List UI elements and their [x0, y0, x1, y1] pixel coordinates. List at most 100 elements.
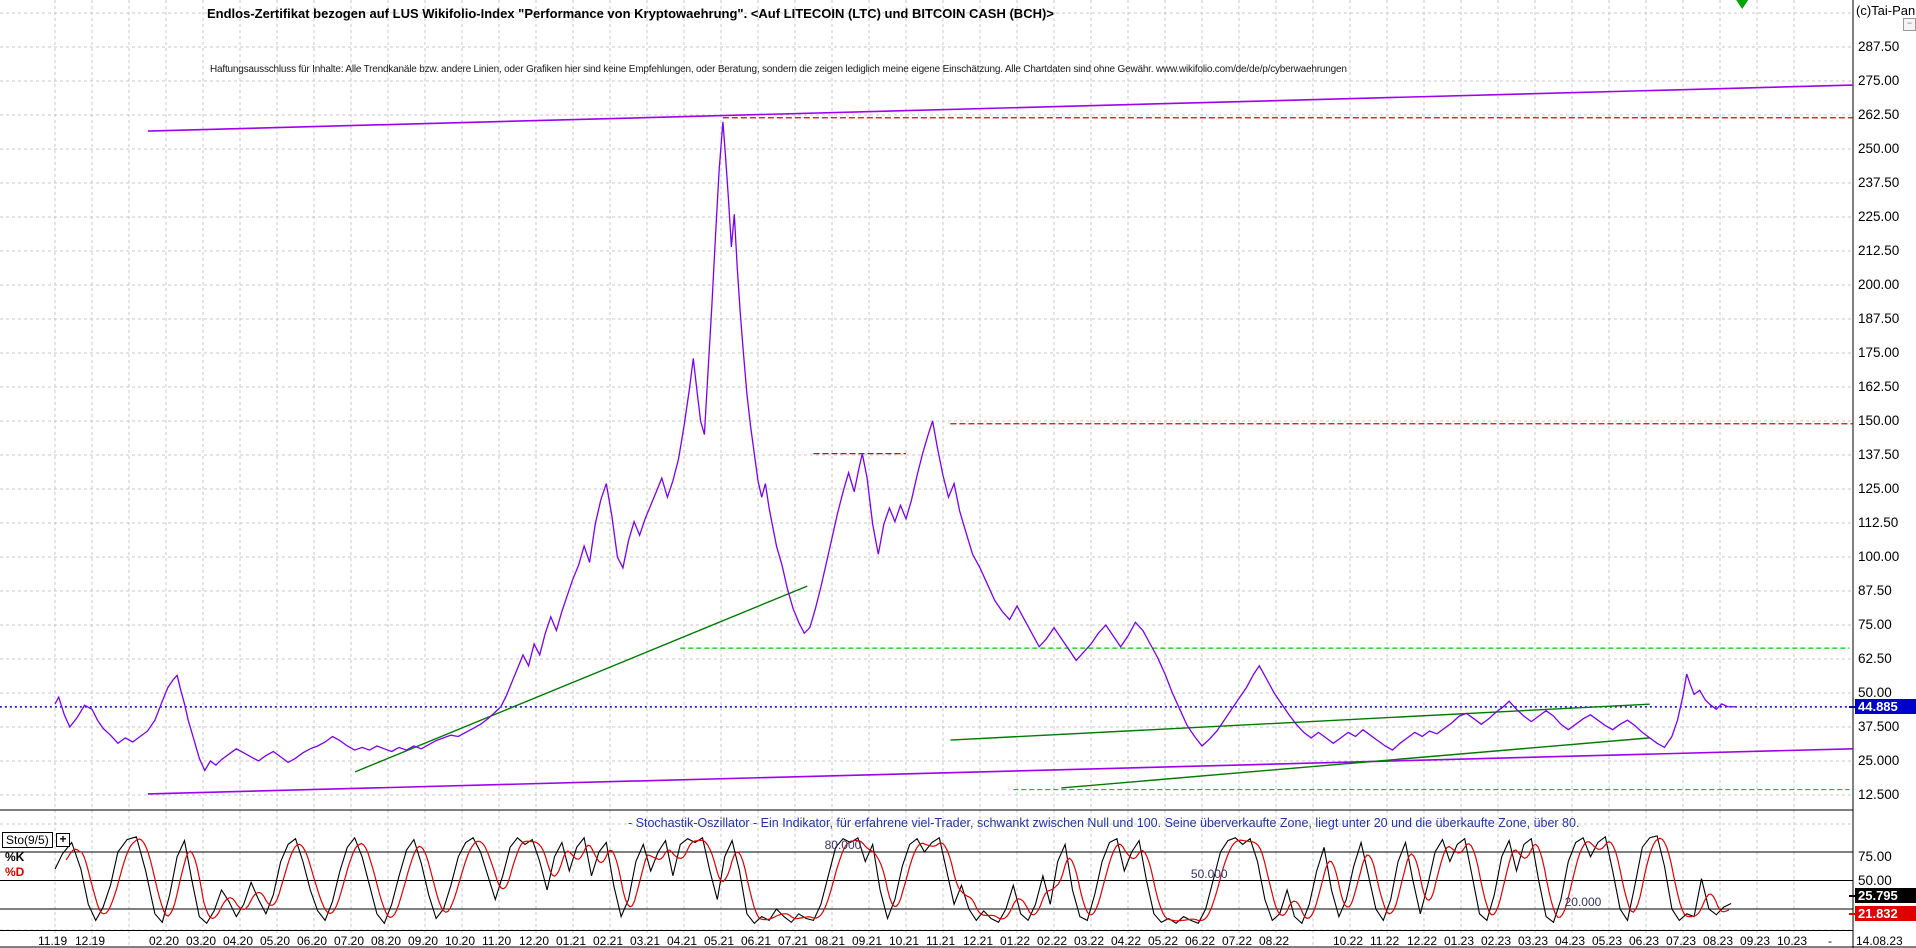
- date-label: 03.23: [1518, 934, 1549, 948]
- stochastic-description: - Stochastik-Oszillator - Ein Indikator,…: [628, 816, 1580, 830]
- green-trend-line-1: [950, 703, 1650, 741]
- date-label: 08.20: [371, 934, 402, 948]
- date-label: 03.21: [630, 934, 661, 948]
- date-label: 02.21: [593, 934, 624, 948]
- price-tick-label: 162.50: [1858, 379, 1900, 394]
- price-tick-label: 237.50: [1858, 175, 1900, 190]
- price-tick-label: 87.50: [1858, 583, 1892, 598]
- date-label: 12.19: [75, 934, 106, 948]
- date-label: 12.22: [1407, 934, 1438, 948]
- price-tick-label: 125.00: [1858, 481, 1900, 496]
- indicator-expand-icon[interactable]: +: [56, 833, 70, 847]
- date-label: 06.23: [1629, 934, 1660, 948]
- date-label: 11.22: [1370, 934, 1400, 948]
- date-label: 06.20: [297, 934, 328, 948]
- price-tick-label: 62.50: [1858, 651, 1892, 666]
- date-label: 07.22: [1222, 934, 1253, 948]
- date-label: 06.21: [741, 934, 772, 948]
- price-tick-label: 187.50: [1858, 311, 1900, 326]
- stoch-d-line: [65, 837, 1730, 922]
- main-panel: [0, 84, 1853, 795]
- price-tick-label: 287.50: [1858, 39, 1900, 54]
- date-label: 05.22: [1148, 934, 1179, 948]
- marker-tick: [1849, 895, 1855, 898]
- signal-triangle-icon: [1736, 0, 1749, 9]
- date-label: 03.20: [186, 934, 217, 948]
- date-label: 04.23: [1555, 934, 1586, 948]
- date-label: 01.22: [1000, 934, 1031, 948]
- date-label: 08.21: [815, 934, 846, 948]
- date-label: 09.23: [1740, 934, 1771, 948]
- chart-title: Endlos-Zertifikat bezogen auf LUS Wikifo…: [207, 6, 1054, 21]
- date-label: 12.20: [519, 934, 550, 948]
- price-tick-label: 25.000: [1858, 753, 1900, 768]
- date-label: 07.21: [778, 934, 809, 948]
- date-label: 04.21: [667, 934, 698, 948]
- date-label: 11.19: [38, 934, 68, 948]
- date-label: 10.21: [889, 934, 920, 948]
- green-trend-line-0: [354, 585, 808, 773]
- marker-tick: [1849, 913, 1855, 916]
- current-price-marker: 44.885: [1849, 699, 1916, 715]
- date-label: 10.22: [1333, 934, 1364, 948]
- date-label: 03.22: [1074, 934, 1105, 948]
- date-label: 02.22: [1037, 934, 1068, 948]
- date-label: 10.23: [1777, 934, 1808, 948]
- date-label: 05.23: [1592, 934, 1623, 948]
- purple-channel-line-0: [147, 84, 1853, 132]
- last-date-label: 14.08.23: [1856, 934, 1903, 948]
- current-price-value: 44.885: [1858, 699, 1898, 715]
- date-label: 11.20: [482, 934, 512, 948]
- price-tick-label: 75.00: [1858, 617, 1892, 632]
- d-line-label: %D: [5, 865, 25, 879]
- stoch-level-label: 20.000: [1564, 895, 1602, 909]
- price-tick-label: 262.50: [1858, 107, 1900, 122]
- date-label: 01.23: [1444, 934, 1475, 948]
- date-label: 05.20: [260, 934, 291, 948]
- collapse-icon[interactable]: −: [1903, 18, 1916, 31]
- green-trend-line-2: [1061, 737, 1650, 789]
- date-label: 11.21: [926, 934, 956, 948]
- stoch-level-label: 80.000: [824, 838, 862, 852]
- price-tick-label: 100.00: [1858, 549, 1900, 564]
- axis-separator-dash: -: [1828, 934, 1832, 948]
- price-tick-label: 275.00: [1858, 73, 1900, 88]
- copyright-label: (c)Tai-Pan: [1856, 3, 1916, 18]
- date-label: 02.20: [149, 934, 180, 948]
- date-label: 09.20: [408, 934, 439, 948]
- price-tick-label: 37.500: [1858, 719, 1900, 734]
- price-tick-label: 250.00: [1858, 141, 1900, 156]
- price-tick-label: 175.00: [1858, 345, 1900, 360]
- date-label: 04.22: [1111, 934, 1142, 948]
- price-tick-label: 137.50: [1858, 447, 1900, 462]
- stoch-marker-chip: 21.832: [1849, 906, 1916, 922]
- stoch-tick-label: 75.00: [1858, 848, 1892, 864]
- date-label: 06.22: [1185, 934, 1216, 948]
- price-tick-label: 12.500: [1858, 787, 1900, 802]
- stochastic-panel: [54, 835, 1732, 925]
- date-label: 12.21: [963, 934, 994, 948]
- stoch-level-label: 50.000: [1190, 866, 1228, 881]
- date-label: 02.23: [1481, 934, 1512, 948]
- indicator-name-box[interactable]: Sto(9/5): [2, 832, 53, 848]
- k-line-label: %K: [5, 850, 25, 864]
- marker-tick: [1849, 706, 1855, 709]
- price-tick-label: 212.50: [1858, 243, 1900, 258]
- date-label: 07.23: [1666, 934, 1697, 948]
- date-label: 09.21: [852, 934, 883, 948]
- stoch-marker-chip: 25.795: [1849, 888, 1916, 904]
- date-label: 01.21: [556, 934, 587, 948]
- price-tick-label: 225.00: [1858, 209, 1900, 224]
- date-label: 05.21: [704, 934, 735, 948]
- price-tick-label: 112.50: [1858, 515, 1899, 530]
- date-label: 08.23: [1703, 934, 1734, 948]
- price-tick-label: 150.00: [1858, 413, 1900, 428]
- disclaimer-text: Haftungsausschluss für Inhalte: Alle Tre…: [210, 64, 1347, 75]
- price-tick-label: 50.00: [1858, 685, 1892, 700]
- stoch-tick-label: 50.00: [1858, 872, 1892, 888]
- date-label: 10.20: [445, 934, 476, 948]
- gridlines: [0, 0, 1853, 947]
- date-label: 07.20: [334, 934, 365, 948]
